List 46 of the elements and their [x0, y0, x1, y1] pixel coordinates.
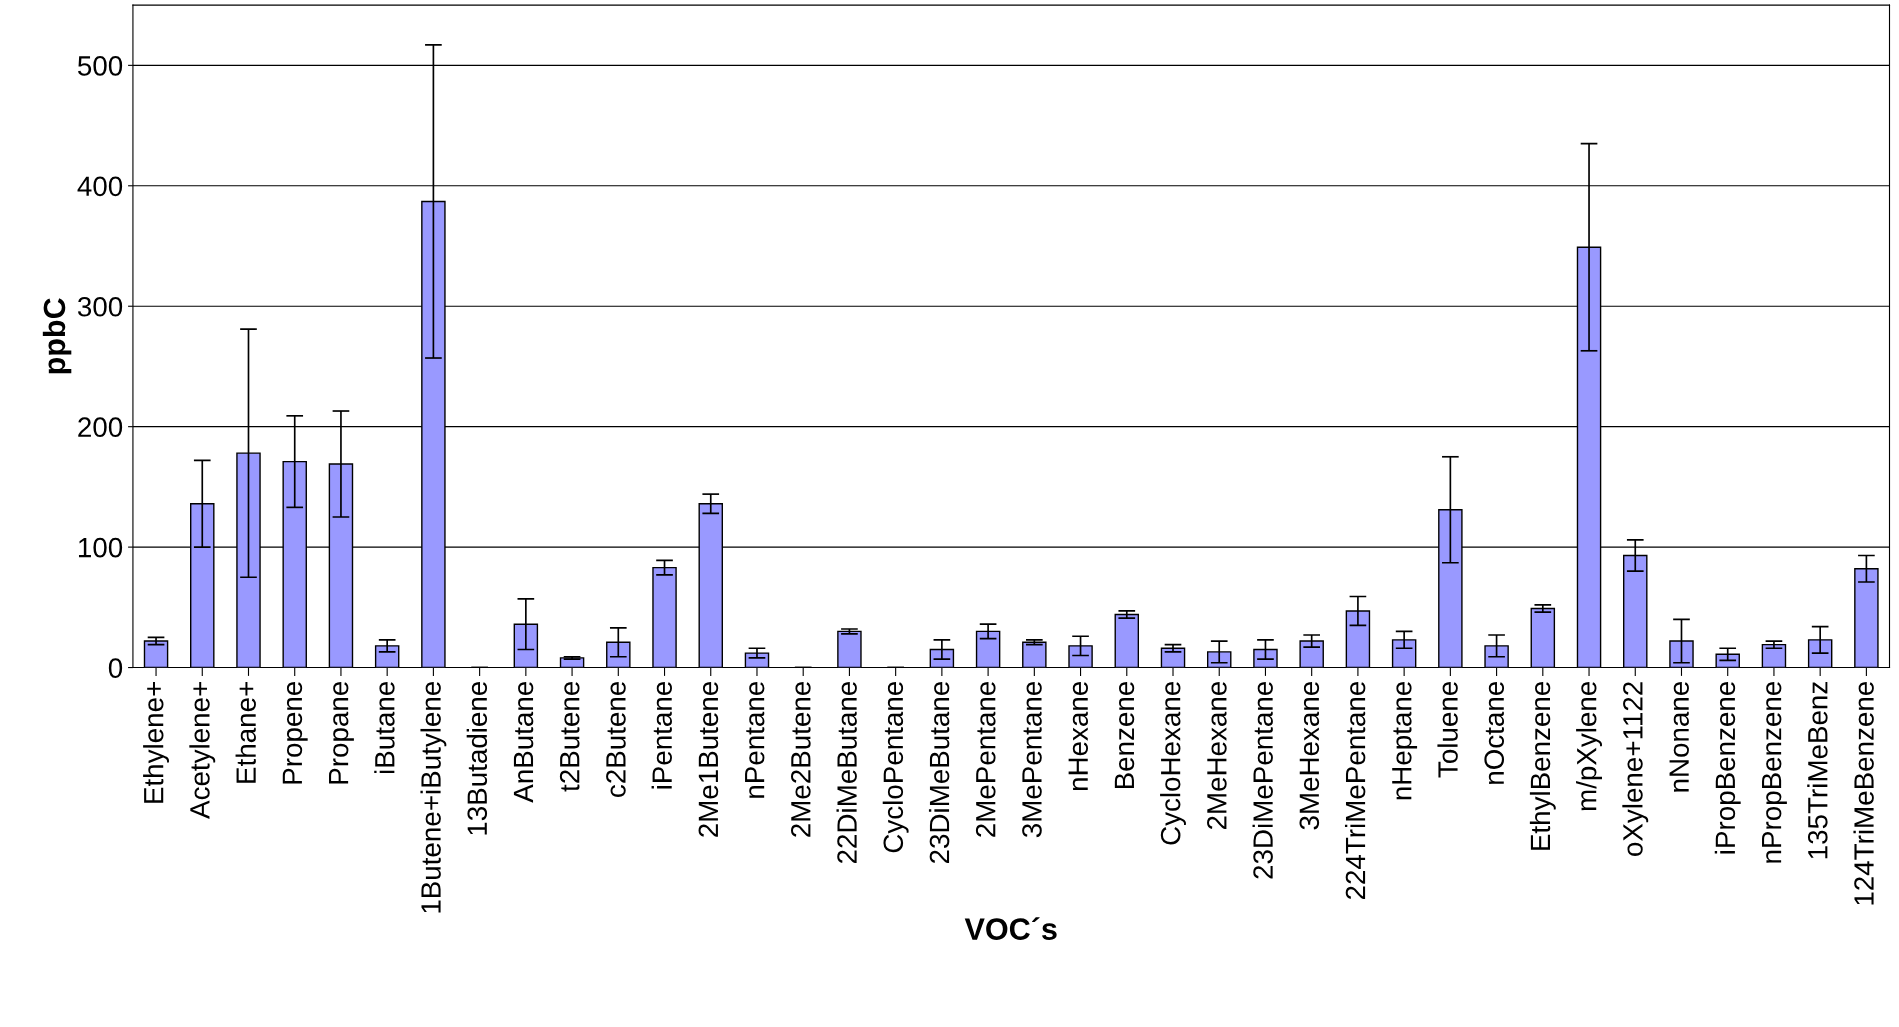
x-tick-label: Propene [282, 681, 308, 784]
y-tick-label: 0 [108, 658, 123, 678]
x-tick-label: 2Me2Butene [790, 681, 811, 837]
x-tick-label: CycloPentane [882, 681, 909, 853]
x-tick-label: iPentane [651, 681, 672, 789]
y-tick-label: 500 [77, 56, 123, 76]
x-tick-label: Toluene [1437, 681, 1458, 778]
y-axis-title: ppbC [42, 298, 72, 374]
x-axis-title: VOC´s [964, 917, 1057, 940]
x-tick-label: iPropBenzene [1714, 681, 1741, 854]
x-tick-label: 13Butadiene [466, 681, 488, 835]
x-tick-label: CycloHexane [1160, 681, 1186, 845]
x-tick-label: 3MeHexane [1299, 681, 1320, 830]
y-tick-label: 100 [78, 537, 123, 558]
y-tick-label: 400 [77, 176, 123, 197]
x-tick-label: 23DiMeButane [928, 681, 950, 864]
x-tick-label: 135TriMeBenz [1807, 682, 1828, 859]
x-tick-label: nPentane [745, 681, 765, 798]
x-tick-label: m/pXylene [1576, 681, 1602, 811]
x-tick-label: 22DiMeButane [836, 681, 857, 864]
x-tick-label: Acetylene+ [189, 682, 216, 819]
x-tick-label: c2Butene [606, 681, 626, 797]
x-tick-label: 2MePentane [975, 681, 996, 837]
x-tick-label: 2MeHexane [1207, 681, 1227, 830]
x-tick-label: AnButane [513, 681, 534, 803]
x-tick-label: 1Butene+iButylene [420, 681, 447, 913]
x-tick-label: Ethylene+ [143, 682, 169, 803]
x-tick-label: Propane [329, 681, 354, 784]
x-tick-label: Benzene [1114, 681, 1135, 789]
x-tick-label: nHeptane [1392, 681, 1418, 800]
y-tick-label: 300 [77, 296, 123, 317]
x-tick-label: 3MePentane [1022, 681, 1042, 838]
x-tick-label: oXylene+1122 [1622, 682, 1649, 856]
x-tick-label: EthylBenzene [1529, 681, 1556, 850]
x-tick-label: 124TriMeBenzene [1853, 681, 1874, 905]
x-tick-label: nNonane [1669, 681, 1689, 792]
x-tick-label: nPropBenzene [1762, 681, 1787, 863]
x-tick-label: t2Butene [559, 681, 580, 792]
x-tick-label: iButane [374, 681, 395, 774]
x-tick-label: nHexane [1068, 681, 1089, 791]
x-tick-label: 2Me1Butene [698, 681, 719, 837]
y-tick-label: 200 [78, 417, 123, 438]
x-tick-label: Ethane+ [235, 682, 256, 783]
x-tick-label: 224TriMePentane [1344, 681, 1366, 900]
x-tick-label: nOctane [1484, 681, 1505, 784]
x-tick-label: 23DiMePentane [1252, 681, 1273, 879]
